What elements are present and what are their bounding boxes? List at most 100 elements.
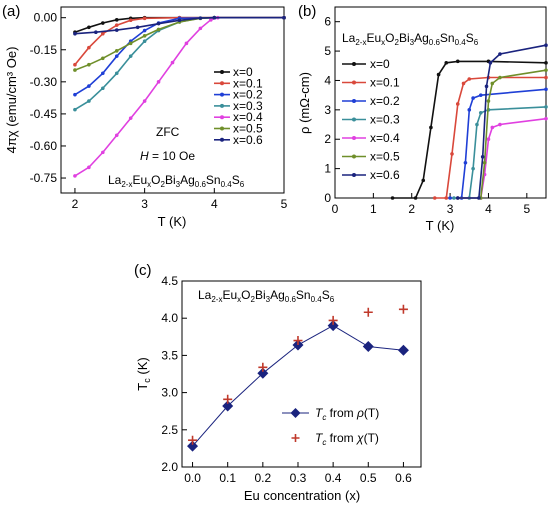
legend-label: x=0.6 [233,133,263,147]
legend-label: x=0 [370,57,390,71]
data-point [128,18,133,23]
x-tick-label: 4 [211,197,218,211]
x-tick-label: 0.4 [325,471,342,485]
legend-marker [220,70,224,74]
panel-c-label: (c) [134,262,152,279]
tc-rho-point [222,400,234,412]
x-tick-label: 0.0 [184,471,201,485]
data-point [156,21,161,26]
y-tick-label: 3.5 [161,348,178,362]
data-point [450,152,454,156]
tc-rho-point [257,367,269,379]
data-point [471,166,475,171]
data-point [467,77,472,81]
legend-rho-diamond [290,408,301,418]
legend-label: x=0.1 [370,76,400,90]
data-point [114,71,119,76]
panel-c-compound-formula: La2-xEuxO2Bi3Ag0.6Sn0.4S6 [198,288,335,304]
data-point [142,28,147,33]
data-point [73,174,77,178]
x-tick-label: 5 [281,197,288,211]
data-point [87,62,91,67]
legend-label: x=0.2 [233,88,263,102]
series-line-x-0-5 [74,16,284,71]
y-tick-label: -0.45 [30,107,58,121]
panel-c-ylabel: Tc (K) [135,357,152,390]
legend-marker [220,126,224,131]
legend-label: x=0.4 [233,110,263,124]
series-line-x-0-6 [457,44,547,199]
data-point [101,56,105,61]
data-point [198,16,203,20]
data-point [461,81,466,86]
panel-a-ylabel: 4πχ (emu/cm³ Oe) [4,47,19,154]
x-tick-label: 2 [408,202,415,216]
data-point [477,196,481,200]
x-tick-label: 0.6 [395,471,412,485]
data-point [444,196,449,200]
panel-a-axes: 2 3 4 5 0.00 -0.15 -0.30 -0.45 -0.60 -0.75 [30,11,288,211]
legend-label: x=0.1 [233,76,263,90]
data-point [432,196,437,200]
data-point [544,105,548,109]
data-point [498,52,502,56]
legend-label: x=0 [233,65,253,79]
panel-a-zfc-note: ZFC [156,125,180,139]
data-point [94,30,98,35]
y-tick-label: 4.0 [161,311,178,325]
data-point [544,68,548,72]
y-tick-label: 2.0 [161,460,178,474]
x-tick-label: 0.3 [290,471,307,485]
data-point [413,196,418,200]
series-line-x-0 [392,60,547,199]
panel-a-legend: x=0x=0.1x=0.2x=0.3x=0.4x=0.5x=0.6 [214,65,263,147]
legend-marker [352,62,356,66]
y-tick-label: 1 [324,162,331,176]
data-point [444,61,449,65]
legend-marker [220,115,224,120]
tc-chi-point [293,336,303,346]
tc-chi-point [363,307,373,317]
data-point [177,18,182,23]
data-point [87,165,91,170]
y-tick-label: 0.00 [34,11,58,25]
legend-marker [352,80,356,85]
data-point [101,31,105,36]
data-point [114,133,119,138]
data-point [101,86,105,91]
panel-c-axes: 0.0 0.1 0.2 0.3 0.4 0.5 0.6 2.0 2.5 3.0 3.5 4.0 4.5 [161,274,412,485]
data-point [544,116,548,121]
panel-b-legend: x=0 x=0.1 x=0.2 x=0.3 x=0.4 x=0.5 x=0.6 [342,57,400,182]
legend-marker [352,154,356,159]
data-point [498,122,502,127]
data-point [73,92,77,97]
x-tick-label: 0.5 [360,471,377,485]
panel-c: (c) 0.0 0.1 0.2 0.3 0.4 0.5 0.6 2.0 2.5 3.0 3.5 4.0… [134,262,422,503]
x-tick-label: 1 [370,202,377,216]
tc-chi-point [398,304,408,314]
data-point [488,61,493,65]
data-point [73,107,77,112]
panel-c-plot-frame [181,280,422,468]
data-point [87,84,91,88]
data-point [478,110,483,115]
data-point [135,25,140,30]
legend-marker [220,103,224,108]
data-point [87,45,91,50]
panel-b-label: (b) [298,3,316,20]
x-tick-label: 0.2 [254,471,271,485]
panel-c-legend: Tc from ρ(T) Tc from χ(T) [282,406,379,447]
data-point [73,62,77,67]
panel-c-series [187,304,409,452]
tc-rho-point [397,344,409,356]
legend-marker [352,99,356,103]
data-point [436,72,441,77]
x-tick-label: 5 [523,202,530,216]
y-tick-label: 6 [324,15,331,29]
tc-chi-point [258,362,268,372]
x-tick-label: 3 [447,202,454,216]
data-point [475,122,479,127]
legend-marker [220,81,224,86]
data-point [114,49,119,53]
data-point [87,99,91,103]
